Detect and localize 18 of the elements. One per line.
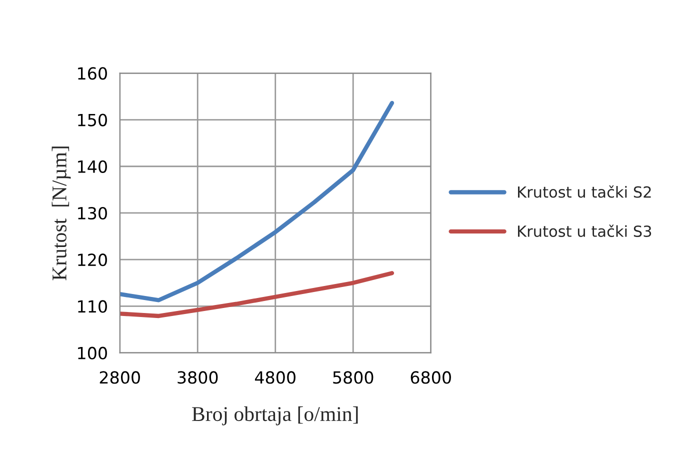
x-tick-label: 3800: [178, 371, 218, 384]
y-tick-label: 140: [78, 160, 107, 173]
line-series: [120, 271, 394, 318]
y-tick-label: 130: [78, 206, 107, 220]
x-tick-label: 2800: [100, 371, 140, 384]
legend-label: Krutost u tački S2: [518, 185, 651, 198]
x-tick-label: 6800: [410, 371, 451, 384]
y-tick-label: 120: [78, 254, 107, 266]
y-tick-label: 100: [78, 346, 107, 360]
y-tick-label: 160: [78, 67, 107, 80]
legend-label: Krutost u tački S3: [518, 224, 652, 238]
y-axis-title: Krutost [N/µm]: [52, 146, 71, 280]
y-tick-label: 150: [78, 114, 107, 126]
line-series: [120, 100, 394, 302]
y-tick-label: 110: [78, 300, 107, 313]
x-tick-label: 5800: [333, 371, 374, 384]
x-tick-label: 4800: [254, 371, 296, 384]
x-axis-title: Broj obrtaja [o/min]: [192, 406, 358, 426]
